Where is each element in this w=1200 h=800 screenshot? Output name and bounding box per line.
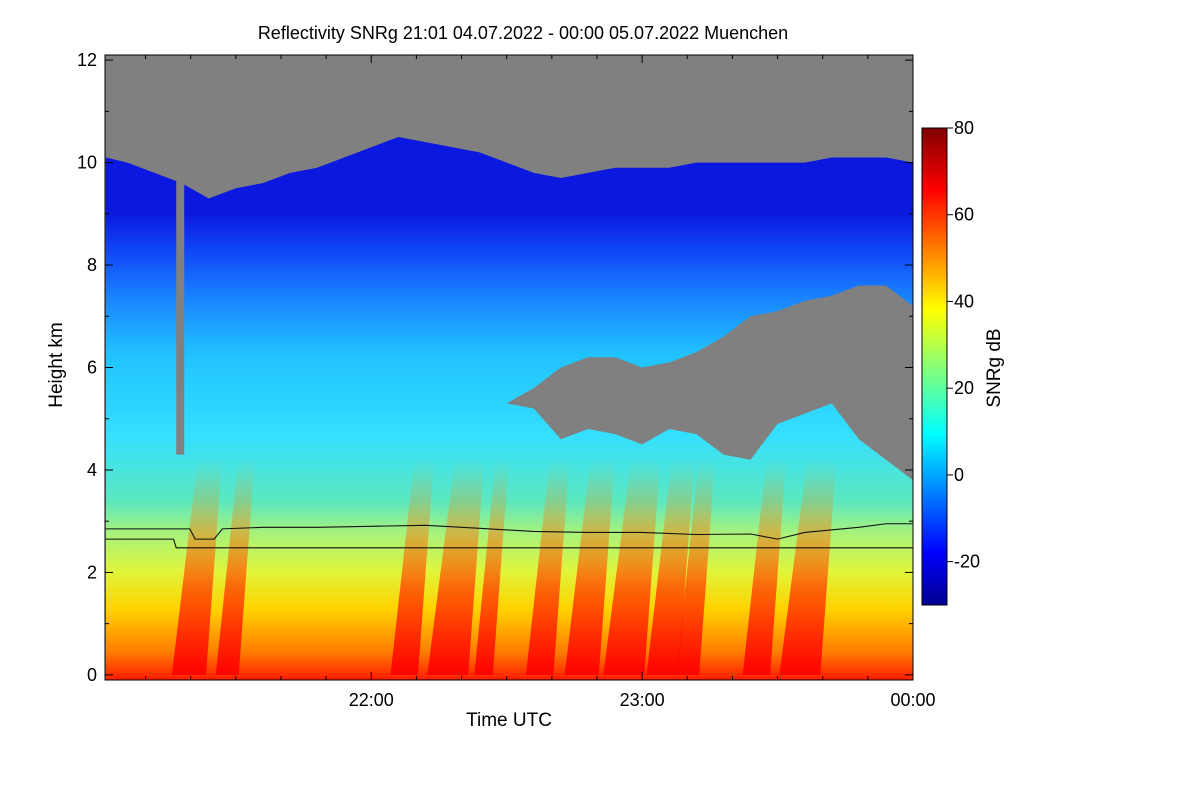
colorbar-tick-label: 80 bbox=[954, 118, 974, 138]
y-tick-label: 12 bbox=[77, 50, 97, 70]
y-tick-label: 4 bbox=[87, 460, 97, 480]
rain-streak bbox=[779, 459, 837, 675]
rain-streak bbox=[564, 459, 615, 675]
rain-streak bbox=[215, 459, 255, 675]
colorbar: -20 0 20 40 60 80 SNRg dB bbox=[921, 118, 1005, 606]
echo-field bbox=[105, 136, 913, 680]
rain-streaks bbox=[171, 459, 837, 675]
title-time-range: 21:01 04.07.2022 - 00:00 05.07.2022 bbox=[403, 23, 704, 43]
rain-streak bbox=[474, 459, 509, 675]
y-tick-label: 0 bbox=[87, 665, 97, 685]
no-signal-pocket bbox=[506, 285, 913, 481]
melting-layer-upper-line bbox=[105, 523, 913, 540]
title-location: Muenchen bbox=[704, 23, 788, 43]
colorbar-gradient bbox=[921, 127, 948, 606]
rain-streak bbox=[171, 459, 223, 675]
y-tick-label: 6 bbox=[87, 358, 97, 378]
y-tick-label: 2 bbox=[87, 562, 97, 582]
no-signal-gap bbox=[176, 172, 185, 455]
y-axis-label: Height km bbox=[46, 322, 67, 408]
colorbar-tick-label: 0 bbox=[954, 465, 964, 485]
colorbar-tick-label: 40 bbox=[954, 291, 974, 311]
colorbar-ticks: -20 0 20 40 60 80 bbox=[947, 118, 980, 572]
x-tick-label: 00:00 bbox=[890, 690, 935, 710]
rain-streak bbox=[525, 459, 570, 675]
rain-streak bbox=[427, 459, 485, 675]
title-text: Reflectivity SNRg bbox=[258, 23, 403, 43]
rain-streak bbox=[646, 459, 695, 675]
y-tick-label: 8 bbox=[87, 255, 97, 275]
x-tick-label: 22:00 bbox=[349, 690, 394, 710]
y-axis: 0 2 4 6 8 10 12 bbox=[77, 50, 913, 685]
rain-streak bbox=[603, 459, 661, 675]
x-axis: 22:00 23:00 00:00 bbox=[145, 55, 936, 710]
y-tick-label: 10 bbox=[77, 153, 97, 173]
chart-title: Reflectivity SNRg 21:01 04.07.2022 - 00:… bbox=[258, 23, 788, 43]
colorbar-tick-label: 60 bbox=[954, 205, 974, 225]
x-axis-label: Time UTC bbox=[466, 710, 552, 731]
rain-streak bbox=[390, 459, 434, 675]
rain-streak bbox=[676, 459, 716, 675]
plot-area bbox=[105, 55, 913, 680]
melting-layer-lower-line bbox=[105, 538, 913, 549]
colorbar-tick-label: -20 bbox=[954, 552, 980, 572]
rain-streak bbox=[742, 459, 787, 675]
x-tick-label: 23:00 bbox=[620, 690, 665, 710]
colorbar-label: SNRg dB bbox=[984, 328, 1005, 407]
colorbar-tick-label: 20 bbox=[954, 378, 974, 398]
